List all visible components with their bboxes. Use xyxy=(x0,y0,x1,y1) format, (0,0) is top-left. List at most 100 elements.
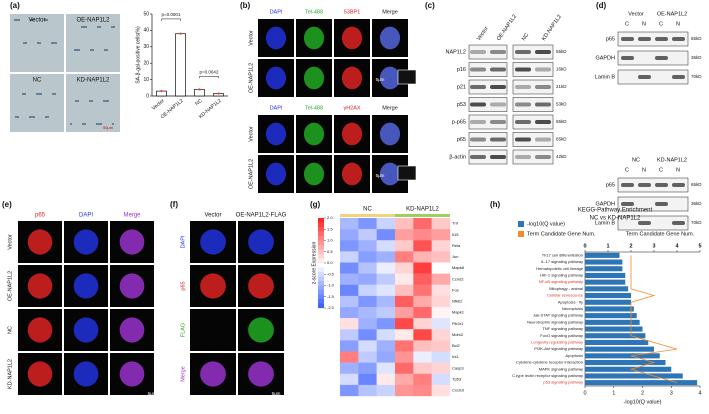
gene-label: Il15 xyxy=(452,232,459,237)
colorbar xyxy=(318,290,324,295)
heat-cell xyxy=(413,251,432,263)
band xyxy=(638,221,651,225)
cell xyxy=(341,66,363,90)
protein-label: Lamin B xyxy=(595,74,616,80)
row-label: OE-NAP1L2 xyxy=(7,271,13,301)
heat-cell xyxy=(376,318,396,330)
group-label: NC xyxy=(632,157,640,163)
protein-label: p16 xyxy=(457,67,466,73)
stain xyxy=(105,100,107,102)
band xyxy=(621,202,634,206)
cell xyxy=(341,26,363,50)
band xyxy=(621,37,634,41)
heat-cell xyxy=(340,295,359,308)
band xyxy=(515,102,531,107)
stain xyxy=(25,42,27,44)
bar xyxy=(585,346,654,352)
term-label: NF-κB signaling pathway xyxy=(539,279,583,284)
heat-cell xyxy=(395,329,414,341)
gene-label: Mapk1 xyxy=(452,310,465,315)
group-bar xyxy=(340,214,395,217)
protein-label: p21 xyxy=(457,84,466,90)
y-tick-label: 50 xyxy=(143,11,149,17)
heat-cell xyxy=(340,384,359,397)
band xyxy=(470,67,486,72)
stain xyxy=(31,116,33,118)
stain xyxy=(17,116,19,118)
bar xyxy=(585,266,623,272)
stain xyxy=(85,26,87,28)
x2-tick-label: 1 xyxy=(606,243,609,249)
stain xyxy=(75,100,77,102)
heat-cell xyxy=(340,318,359,330)
colorbar xyxy=(318,303,324,309)
cell xyxy=(27,273,53,299)
heat-cell xyxy=(340,229,359,241)
lane-label: Vector xyxy=(476,26,490,42)
cell xyxy=(119,229,145,255)
heat-cell xyxy=(431,373,451,386)
legend-label: Term Candidate Gene Num. xyxy=(527,231,596,237)
label: (a) xyxy=(10,1,20,10)
colorbar xyxy=(318,267,324,273)
stain xyxy=(106,49,108,51)
stain xyxy=(30,19,32,21)
cell xyxy=(119,317,145,343)
term-label: Longevity regulating pathway xyxy=(531,340,583,345)
heat-cell xyxy=(340,329,359,341)
band xyxy=(515,67,531,72)
colorbar-label: -1.5 xyxy=(327,294,335,299)
heat-cell xyxy=(358,384,377,397)
blot xyxy=(512,62,554,77)
colorbar xyxy=(318,236,324,241)
blot xyxy=(617,215,689,231)
band xyxy=(535,137,551,142)
protein-label: NAP1L2 xyxy=(446,49,467,55)
cell xyxy=(119,361,145,387)
colorbar-label: 0.0 xyxy=(327,260,333,265)
size-label: 70kD xyxy=(691,74,702,79)
heat-cell xyxy=(340,273,359,285)
channel-header: Merge xyxy=(123,213,141,219)
term-label: Cellular senescence xyxy=(547,293,584,298)
stain xyxy=(14,19,16,21)
stain xyxy=(98,123,100,125)
band xyxy=(515,50,531,54)
heat-cell xyxy=(413,329,432,341)
blot xyxy=(512,149,554,165)
colorbar-label: 2.0 xyxy=(327,215,333,220)
cell xyxy=(303,26,325,50)
heat-cell xyxy=(431,273,451,285)
heat-cell xyxy=(395,262,414,274)
heat-cell xyxy=(413,218,432,230)
stain xyxy=(24,93,26,95)
heat-cell xyxy=(395,240,414,252)
bar xyxy=(585,313,637,319)
cell xyxy=(303,122,325,146)
stain xyxy=(22,93,24,95)
band xyxy=(515,155,531,159)
stain xyxy=(39,42,41,44)
heat-cell xyxy=(413,351,432,363)
heat-cell xyxy=(358,307,377,319)
heat-cell xyxy=(358,262,377,274)
fraction-label: N xyxy=(642,21,646,27)
heat-cell xyxy=(376,307,396,319)
cell xyxy=(248,317,274,343)
cell xyxy=(303,162,325,186)
heat-cell xyxy=(376,384,396,397)
gene-label: Bcl2 xyxy=(452,343,461,348)
heat-cell xyxy=(376,218,396,230)
protein-label: p65 xyxy=(606,36,615,42)
bar xyxy=(585,293,631,299)
band xyxy=(490,137,506,142)
heat-cell xyxy=(395,318,414,330)
fraction-label: C xyxy=(625,167,629,173)
group-label: Vector xyxy=(628,11,644,17)
x-tick-label: 0 xyxy=(583,390,586,396)
cell xyxy=(379,122,401,146)
legend-label: -log10(Q value) xyxy=(527,221,565,227)
term-label: PI3K-Akt signaling pathway xyxy=(534,346,583,351)
size-label: 65kD xyxy=(556,119,567,124)
gene-label: Tp53 xyxy=(452,376,462,381)
